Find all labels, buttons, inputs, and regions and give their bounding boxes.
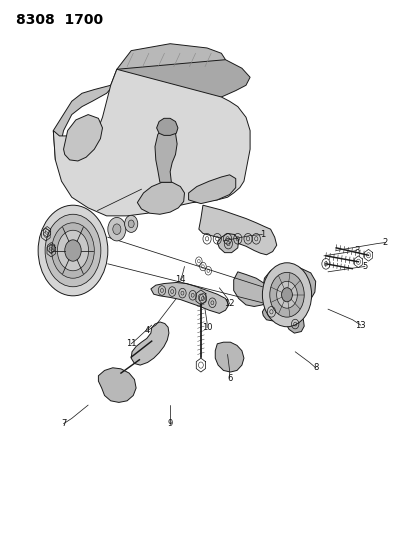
Circle shape bbox=[108, 217, 126, 241]
Text: 8: 8 bbox=[312, 364, 318, 372]
Text: 5: 5 bbox=[362, 262, 366, 271]
Polygon shape bbox=[98, 368, 136, 402]
Polygon shape bbox=[262, 303, 281, 321]
Polygon shape bbox=[262, 266, 315, 312]
Polygon shape bbox=[285, 316, 303, 333]
Polygon shape bbox=[117, 44, 225, 77]
Polygon shape bbox=[233, 272, 269, 306]
Text: 14: 14 bbox=[175, 276, 185, 284]
Circle shape bbox=[52, 223, 94, 278]
Polygon shape bbox=[217, 233, 238, 253]
Text: 13: 13 bbox=[355, 321, 365, 329]
Polygon shape bbox=[53, 69, 121, 160]
Polygon shape bbox=[53, 69, 249, 216]
Text: 9: 9 bbox=[167, 419, 172, 428]
Circle shape bbox=[112, 224, 121, 235]
Circle shape bbox=[276, 281, 297, 308]
Polygon shape bbox=[63, 115, 102, 161]
Text: 11: 11 bbox=[126, 340, 136, 348]
Text: 3: 3 bbox=[353, 246, 359, 255]
Polygon shape bbox=[156, 118, 178, 135]
Circle shape bbox=[45, 214, 101, 287]
Text: 8308  1700: 8308 1700 bbox=[16, 13, 103, 27]
Circle shape bbox=[128, 220, 134, 228]
Polygon shape bbox=[102, 60, 249, 133]
Text: 1: 1 bbox=[259, 230, 264, 239]
Circle shape bbox=[57, 230, 88, 271]
Text: 2: 2 bbox=[382, 238, 387, 247]
Polygon shape bbox=[131, 322, 169, 365]
Circle shape bbox=[65, 240, 81, 261]
Polygon shape bbox=[215, 342, 243, 372]
Text: 4: 4 bbox=[145, 326, 150, 335]
Circle shape bbox=[281, 288, 292, 302]
Circle shape bbox=[262, 263, 311, 327]
Polygon shape bbox=[151, 282, 228, 313]
Text: 6: 6 bbox=[226, 374, 232, 383]
Text: 7: 7 bbox=[61, 419, 66, 428]
Polygon shape bbox=[155, 129, 177, 182]
Circle shape bbox=[38, 205, 108, 296]
Text: 10: 10 bbox=[201, 324, 212, 332]
Polygon shape bbox=[137, 182, 184, 214]
Polygon shape bbox=[198, 205, 276, 255]
Polygon shape bbox=[188, 175, 235, 204]
Circle shape bbox=[124, 215, 137, 232]
Circle shape bbox=[269, 272, 303, 317]
Text: 12: 12 bbox=[224, 300, 234, 308]
